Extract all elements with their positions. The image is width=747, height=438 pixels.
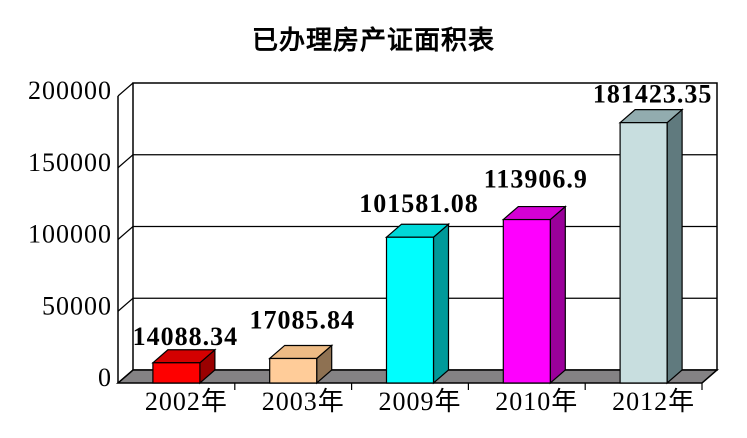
y-tick-label-50000: 50000: [42, 291, 112, 320]
x-category-label-2003年: 2003年: [262, 387, 345, 416]
value-label-2010年: 113906.9: [484, 165, 588, 194]
bar-side-2012年: [666, 108, 683, 385]
bar-front-2009年: [385, 236, 435, 384]
y-tick-label-0: 0: [98, 363, 112, 392]
bar-side-2009年: [432, 222, 450, 385]
y-axis-tick: [117, 297, 134, 312]
bar-front-2010年: [502, 218, 551, 384]
y-axis-tick: [117, 82, 134, 97]
x-category-label-2002年: 2002年: [145, 387, 228, 416]
chart-title: 已办理房产证面积表: [251, 25, 495, 55]
value-label-2012年: 181423.35: [593, 80, 713, 109]
x-category-label-2010年: 2010年: [495, 387, 578, 416]
y-axis-tick: [117, 154, 134, 169]
bar-front-2002年: [152, 362, 201, 384]
value-label-2009年: 101581.08: [359, 189, 479, 218]
y-tick-label-200000: 200000: [28, 76, 112, 105]
y-axis-tick: [117, 369, 134, 384]
bar-front-2012年: [619, 122, 668, 384]
bar-side-2010年: [549, 205, 566, 385]
y-tick-label-100000: 100000: [28, 220, 112, 249]
x-category-label-2012年: 2012年: [612, 387, 695, 416]
y-tick-label-150000: 150000: [28, 148, 112, 177]
bar-front-2003年: [269, 357, 318, 384]
x-category-label-2009年: 2009年: [378, 387, 461, 416]
value-label-2002年: 14088.34: [133, 322, 239, 351]
value-label-2003年: 17085.84: [249, 305, 355, 334]
y-axis-tick: [117, 226, 134, 240]
